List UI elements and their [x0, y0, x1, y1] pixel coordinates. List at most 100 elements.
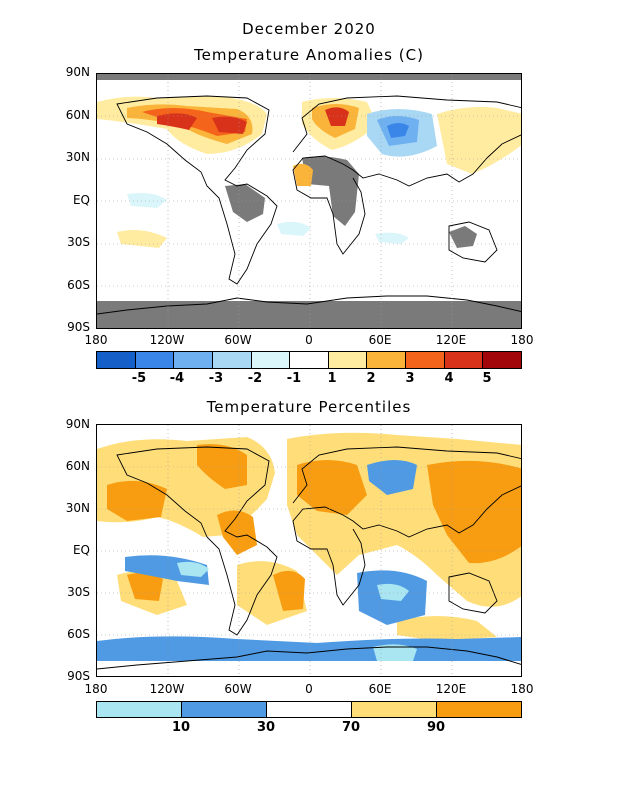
anomaly-cold-region [375, 232, 409, 244]
percentile-hot-region [127, 572, 163, 601]
colorbar-swatch [437, 702, 521, 717]
coastline [292, 446, 521, 606]
coastline [448, 221, 498, 263]
missing-data-region [97, 301, 521, 328]
percentile-hot-region [107, 480, 167, 521]
coastline [97, 295, 521, 315]
colorbar-swatch [174, 352, 213, 368]
percentile-colorbar [96, 701, 522, 718]
colorbar-label: -4 [169, 371, 185, 386]
missing-data-region [97, 74, 521, 80]
lon-label: 60E [368, 682, 392, 696]
percentile-cold-region [97, 636, 521, 661]
coastline [116, 95, 278, 285]
colorbar-swatch [97, 352, 136, 368]
lon-label: 120W [149, 682, 185, 696]
percentile-warm-region [397, 616, 497, 641]
lon-label: 60E [368, 333, 392, 347]
colorbar-swatch [135, 352, 175, 368]
anomaly-cold-region [387, 123, 409, 138]
coastline [292, 95, 521, 255]
percentile-hot-region [197, 444, 247, 489]
anomaly-colorbar [96, 351, 522, 369]
anomaly-warm-region [293, 163, 313, 186]
lat-label: EQ [72, 193, 90, 207]
lat-label: 60N [65, 108, 90, 122]
coastline [448, 572, 498, 614]
colorbar-label: 70 [341, 720, 361, 735]
lon-label: 120E [435, 682, 467, 696]
grid-lines [97, 74, 521, 328]
colorbar-label: -1 [286, 371, 302, 386]
colorbar-label: 10 [171, 720, 191, 735]
colorbar-label: 2 [366, 371, 376, 386]
lat-label: 60S [67, 278, 90, 292]
lon-label: 0 [305, 333, 313, 347]
lon-label: 0 [305, 682, 313, 696]
lat-label: 90N [65, 417, 90, 431]
percentile-map-title: Temperature Percentiles [206, 398, 412, 416]
colorbar-label: -3 [208, 371, 224, 386]
colorbar-swatch [352, 702, 437, 717]
anomaly-map-canvas [97, 74, 521, 328]
colorbar-label: 90 [426, 720, 446, 735]
colorbar-swatch [406, 352, 445, 368]
missing-data-region [225, 184, 265, 222]
percentile-map [96, 424, 522, 677]
missing-data-region [449, 226, 477, 248]
missing-data-region [302, 156, 359, 226]
colorbar-label: 3 [405, 371, 415, 386]
lon-label: 180 [510, 682, 534, 696]
lat-label: 90N [65, 65, 90, 79]
anomaly-cold-region [127, 192, 167, 208]
month-title: December 2020 [242, 20, 376, 38]
percentile-hot-region [273, 570, 305, 611]
colorbar-label: 5 [482, 371, 492, 386]
lon-label: 120W [149, 333, 185, 347]
colorbar-swatch [367, 352, 407, 368]
colorbar-label: 30 [256, 720, 276, 735]
colorbar-swatch [444, 352, 484, 368]
lon-label: 180 [84, 333, 108, 347]
anomaly-warm-region [117, 230, 167, 248]
colorbar-label: 4 [444, 371, 454, 386]
anomaly-map-title: Temperature Anomalies (C) [194, 46, 424, 64]
percentile-map-canvas [97, 425, 521, 676]
percentile-coldest-region [177, 561, 209, 577]
anomaly-warm-region [437, 106, 521, 174]
colorbar-swatch [483, 352, 522, 368]
lat-label: 30N [65, 150, 90, 164]
percentile-hot-region [297, 460, 367, 515]
colorbar-swatch [97, 702, 182, 717]
lat-label: 90S [67, 669, 90, 683]
colorbar-swatch [251, 352, 291, 368]
lat-label: 60S [67, 627, 90, 641]
lon-label: 120E [435, 333, 467, 347]
coastline [97, 646, 521, 670]
percentile-coldest-region [373, 644, 417, 661]
anomaly-cold-region [277, 221, 311, 236]
anomaly-warm-region [212, 116, 247, 134]
percentile-hot-region [217, 510, 257, 555]
percentile-hot-region [427, 460, 521, 564]
lon-label: 60W [224, 333, 252, 347]
anomaly-warm-region [157, 113, 197, 130]
lon-label: 180 [510, 333, 534, 347]
colorbar-swatch [290, 352, 329, 368]
colorbar-label: 1 [327, 371, 337, 386]
colorbar-swatch [267, 702, 352, 717]
lon-label: 180 [84, 682, 108, 696]
colorbar-swatch [212, 352, 252, 368]
lat-label: 30S [67, 585, 90, 599]
anomaly-warm-region [325, 107, 349, 126]
lat-label: 60N [65, 459, 90, 473]
lat-label: EQ [72, 543, 90, 557]
coastline [116, 446, 278, 636]
grid-lines [97, 425, 521, 676]
anomaly-map [96, 73, 522, 329]
colorbar-label: -5 [131, 371, 147, 386]
colorbar-swatch [182, 702, 267, 717]
lat-label: 90S [67, 320, 90, 334]
lon-label: 60W [224, 682, 252, 696]
percentile-cold-region [367, 460, 417, 495]
